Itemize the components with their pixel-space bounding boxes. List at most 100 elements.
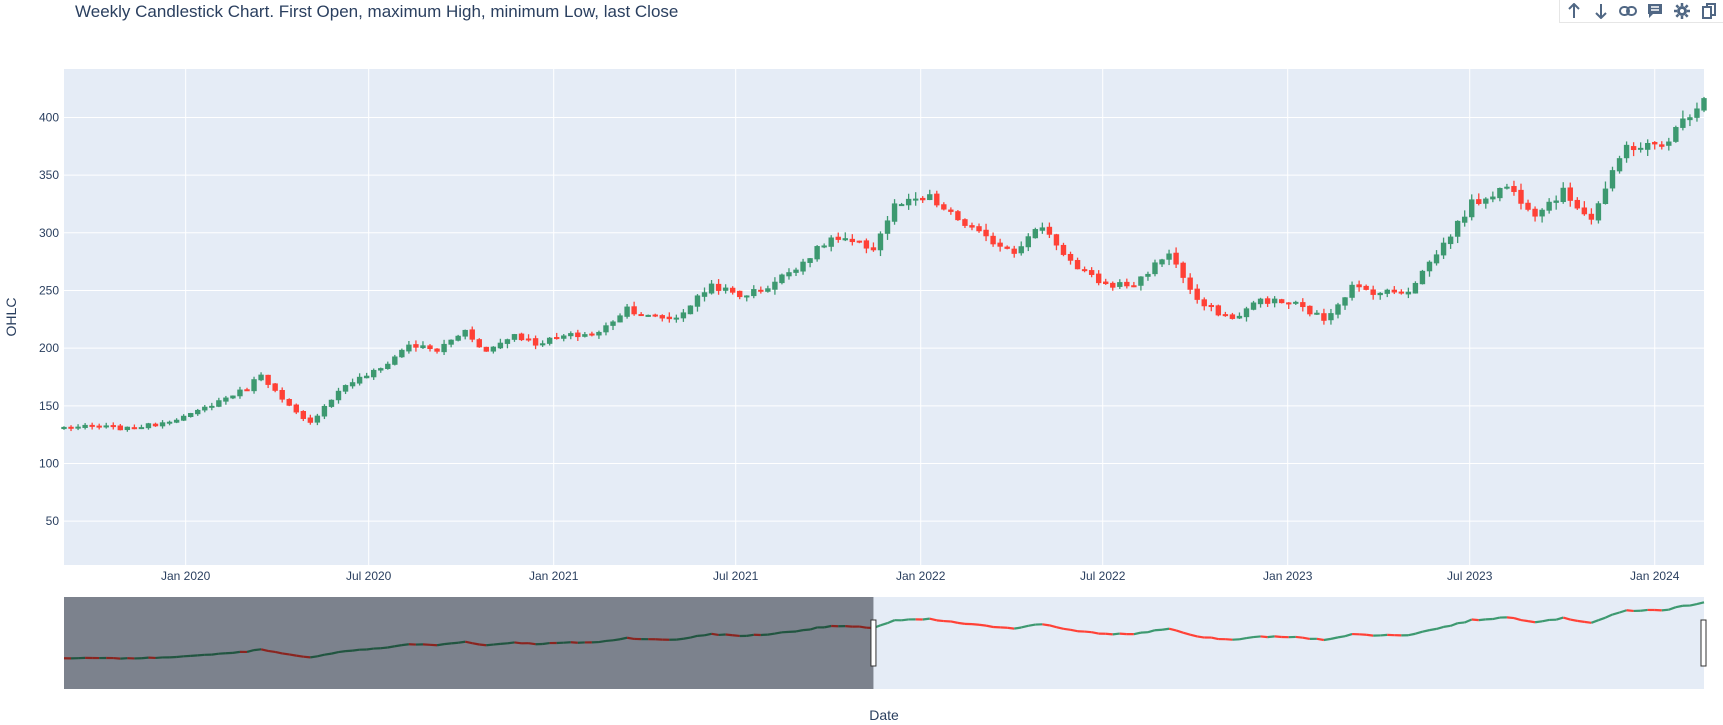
candle-decreasing bbox=[1124, 278, 1130, 289]
candle-body bbox=[420, 345, 426, 349]
candle-increasing bbox=[1454, 220, 1461, 244]
comment-icon[interactable] bbox=[1643, 0, 1667, 22]
link-icon[interactable] bbox=[1616, 0, 1640, 22]
candle-increasing bbox=[624, 304, 630, 319]
candle-body bbox=[1490, 196, 1496, 200]
range-slider-segment bbox=[1330, 636, 1339, 640]
candle-decreasing bbox=[1060, 242, 1067, 257]
range-slider-mask bbox=[64, 597, 874, 689]
candle-decreasing bbox=[1278, 298, 1285, 304]
candle-increasing bbox=[568, 331, 574, 340]
candle-decreasing bbox=[1131, 281, 1137, 288]
candle-decreasing bbox=[1574, 197, 1581, 210]
range-slider-segment bbox=[1274, 635, 1282, 639]
range-slider-right-handle[interactable] bbox=[1700, 619, 1707, 667]
candle-increasing bbox=[1602, 181, 1609, 205]
candle-increasing bbox=[166, 420, 173, 426]
candle-body bbox=[1215, 305, 1222, 316]
candle-increasing bbox=[321, 404, 328, 420]
candle-body bbox=[652, 314, 658, 317]
candle-decreasing bbox=[948, 207, 954, 215]
candle-increasing bbox=[1025, 233, 1031, 252]
candle-increasing bbox=[1328, 308, 1334, 325]
candle-body bbox=[1659, 144, 1665, 147]
range-slider-segment bbox=[887, 619, 895, 625]
candle-increasing bbox=[539, 340, 546, 347]
x-axis-title: Date bbox=[869, 707, 899, 723]
candle-decreasing bbox=[934, 190, 940, 208]
candle-body bbox=[378, 368, 384, 371]
candle-body bbox=[1307, 305, 1313, 315]
candle-body bbox=[624, 306, 630, 317]
candle-body bbox=[708, 283, 715, 294]
candle-body bbox=[1391, 289, 1398, 293]
candle-increasing bbox=[765, 285, 771, 293]
candle-decreasing bbox=[1363, 284, 1369, 291]
y-tick-label: 250 bbox=[39, 283, 59, 297]
candle-body bbox=[335, 390, 342, 401]
candle-increasing bbox=[490, 346, 497, 354]
range-slider-segment bbox=[1408, 632, 1416, 637]
arrow-up-icon[interactable] bbox=[1562, 0, 1586, 22]
candle-body bbox=[561, 335, 567, 339]
candle-decreasing bbox=[849, 234, 856, 246]
x-tick-label: Jan 2021 bbox=[529, 569, 579, 583]
copy-icon[interactable] bbox=[1697, 0, 1721, 22]
range-slider-segment bbox=[978, 623, 987, 627]
candle-body bbox=[758, 289, 764, 292]
candle-body bbox=[1426, 261, 1433, 272]
candle-increasing bbox=[582, 331, 588, 338]
arrow-down-icon[interactable] bbox=[1589, 0, 1613, 22]
range-slider-segment bbox=[1619, 609, 1627, 614]
candle-decreasing bbox=[758, 286, 764, 294]
candle-body bbox=[1518, 189, 1524, 204]
range-slider-left-handle[interactable] bbox=[870, 619, 877, 667]
candle-increasing bbox=[237, 386, 243, 399]
candle-body bbox=[687, 305, 694, 315]
candle-body bbox=[1461, 216, 1468, 223]
candle-increasing bbox=[1138, 276, 1144, 291]
candle-body bbox=[82, 424, 88, 428]
candle-body bbox=[1637, 147, 1644, 150]
candle-body bbox=[1687, 117, 1693, 121]
gear-icon[interactable] bbox=[1670, 0, 1694, 22]
x-tick-label: Jul 2023 bbox=[1447, 569, 1493, 583]
candle-increasing bbox=[1504, 183, 1510, 190]
candle-increasing bbox=[392, 354, 398, 366]
candle-increasing bbox=[223, 395, 229, 405]
y-axis-title: OHLC bbox=[3, 298, 19, 337]
candle-increasing bbox=[1342, 297, 1348, 310]
candle-body bbox=[1243, 308, 1250, 318]
candle-body bbox=[61, 426, 67, 430]
candle-body bbox=[1293, 301, 1299, 304]
candle-body bbox=[406, 344, 412, 352]
candle-decreasing bbox=[997, 238, 1003, 252]
candle-decreasing bbox=[1300, 298, 1306, 312]
candle-body bbox=[927, 194, 933, 201]
candle-decreasing bbox=[110, 422, 116, 430]
candle-body bbox=[1384, 289, 1390, 294]
candle-increasing bbox=[1440, 237, 1447, 259]
candle-body bbox=[751, 289, 757, 297]
candle-increasing bbox=[1335, 302, 1341, 319]
candle-increasing bbox=[708, 280, 715, 295]
range-slider-segment bbox=[1570, 618, 1578, 622]
range-slider-segment bbox=[1337, 635, 1346, 639]
candle-body bbox=[1602, 188, 1609, 205]
range-slider-segment bbox=[1661, 608, 1669, 612]
candle-body bbox=[103, 425, 109, 428]
candle-body bbox=[1623, 144, 1630, 159]
plot-area[interactable] bbox=[64, 69, 1704, 565]
range-slider-segment bbox=[1513, 617, 1522, 622]
candle-body bbox=[209, 405, 215, 408]
candle-body bbox=[314, 415, 321, 423]
candle-increasing bbox=[1384, 288, 1390, 298]
range-slider-segment bbox=[1562, 616, 1571, 621]
candle-body bbox=[202, 406, 208, 411]
candle-body bbox=[216, 400, 222, 407]
candle-body bbox=[455, 335, 461, 341]
candle-decreasing bbox=[631, 301, 637, 316]
candle-body bbox=[462, 329, 468, 337]
candle-body bbox=[694, 295, 701, 307]
candle-increasing bbox=[1553, 195, 1559, 210]
